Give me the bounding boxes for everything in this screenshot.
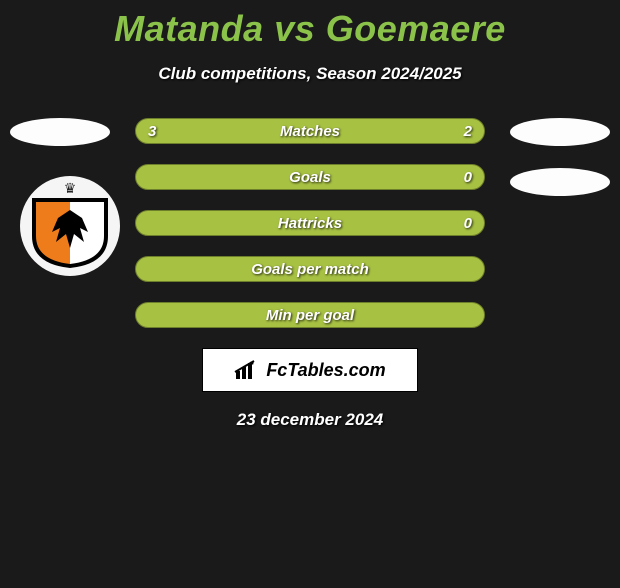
footer-date: 23 december 2024 <box>0 410 620 430</box>
stat-right-value: 2 <box>464 119 472 143</box>
stat-bar-goals: Goals 0 <box>135 164 485 190</box>
stat-label: Min per goal <box>266 307 354 324</box>
brand-logo: FcTables.com <box>202 348 418 392</box>
vs-separator: vs <box>264 8 326 49</box>
player2-photo-placeholder <box>510 118 610 146</box>
stat-right-value: 0 <box>464 211 472 235</box>
page-title: Matanda vs Goemaere <box>0 8 620 50</box>
stat-right-value: 0 <box>464 165 472 189</box>
stat-bar-hattricks: Hattricks 0 <box>135 210 485 236</box>
player1-team-badge: ♛ <box>20 176 120 276</box>
stat-bar-min-per-goal: Min per goal <box>135 302 485 328</box>
stat-bar-goals-per-match: Goals per match <box>135 256 485 282</box>
brand-text: FcTables.com <box>266 360 385 381</box>
stat-label: Hattricks <box>278 215 342 232</box>
player2-name: Goemaere <box>326 8 506 49</box>
stat-label: Matches <box>280 123 340 140</box>
player1-photo-placeholder <box>10 118 110 146</box>
player2-team-placeholder <box>510 168 610 196</box>
stat-bar-matches: 3 Matches 2 <box>135 118 485 144</box>
crown-icon: ♛ <box>64 180 77 197</box>
shield-icon <box>28 196 112 270</box>
bar-chart-icon <box>234 359 260 381</box>
comparison-stage: ♛ 3 Matches 2 Goals 0 Hattricks 0 Goals … <box>0 118 620 430</box>
player1-name: Matanda <box>114 8 264 49</box>
stat-bars: 3 Matches 2 Goals 0 Hattricks 0 Goals pe… <box>135 118 485 328</box>
stat-left-value: 3 <box>148 119 156 143</box>
stat-label: Goals <box>289 169 331 186</box>
stat-label: Goals per match <box>251 261 369 278</box>
page-subtitle: Club competitions, Season 2024/2025 <box>0 64 620 84</box>
